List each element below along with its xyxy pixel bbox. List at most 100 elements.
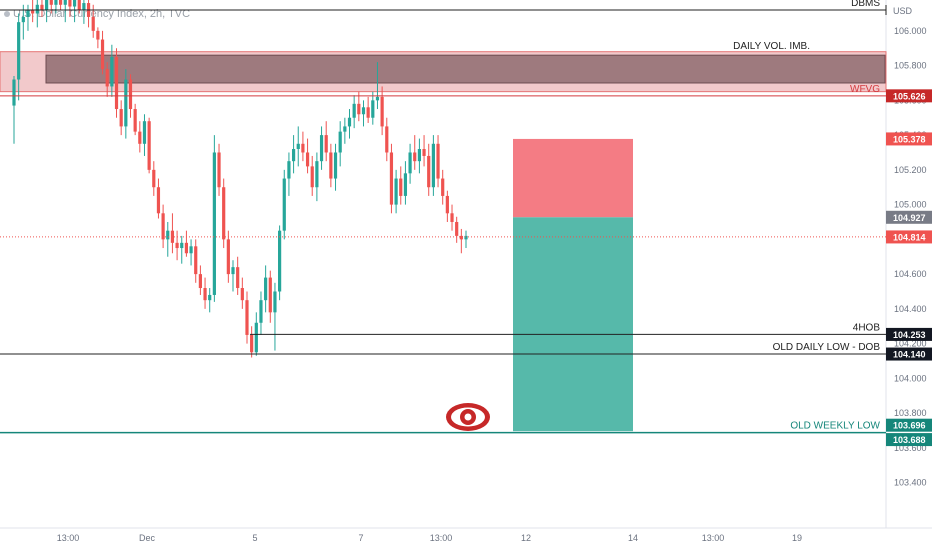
price-tick-label: 103.800: [894, 408, 927, 418]
candle-body: [166, 230, 170, 240]
candle-body: [371, 100, 375, 118]
time-tick-label: Dec: [139, 533, 156, 543]
candle-body: [212, 152, 216, 295]
candle-body: [17, 22, 21, 80]
candle-body: [142, 121, 147, 144]
candle-body: [417, 149, 422, 162]
candle-body: [194, 246, 198, 275]
price-tick-label: 104.000: [894, 373, 927, 383]
candle-body: [203, 288, 207, 301]
candle-body: [236, 267, 240, 289]
price-tag-text: 104.140: [893, 350, 926, 360]
price-tag: [886, 418, 932, 432]
candle-body: [189, 246, 193, 254]
candle-body: [45, 0, 49, 11]
price-tick-label: 104.200: [894, 339, 927, 349]
candle-body: [380, 96, 384, 127]
level-label: WFVG: [850, 84, 880, 95]
candle-body: [133, 109, 137, 132]
candle-body: [338, 131, 342, 153]
candle-body: [413, 152, 417, 162]
candle-body: [273, 291, 277, 313]
candle-body: [310, 166, 314, 188]
candle-body: [268, 277, 272, 313]
candle-body: [54, 0, 58, 5]
price-tag: [886, 132, 932, 146]
price-tag-text: 103.696: [893, 421, 926, 431]
candle-body: [319, 135, 324, 162]
currency-label: USD: [893, 6, 913, 16]
price-tag-text: 103.688: [893, 435, 926, 445]
chart-title: U.S. Dollar Currency Index, 2h, TVC: [4, 8, 190, 20]
candle-body: [347, 117, 352, 127]
candle-body: [422, 149, 426, 156]
price-tag-text: 105.626: [893, 91, 926, 101]
candle-body: [278, 230, 282, 292]
price-tick-label: 105.800: [894, 61, 927, 71]
stop-loss-zone: [513, 138, 633, 218]
candle-body: [147, 121, 151, 170]
candle-body: [282, 178, 286, 231]
candle-body: [119, 109, 123, 127]
candle-body: [124, 79, 128, 127]
candle-body: [72, 0, 77, 7]
time-tick-label: 7: [358, 533, 363, 543]
candle-body: [427, 155, 431, 188]
price-tick-label: 106.000: [894, 26, 927, 36]
candle-body: [259, 300, 263, 323]
price-tag-text: 104.927: [893, 213, 926, 223]
candle-body: [231, 267, 235, 275]
level-label: 4HOB: [853, 322, 881, 333]
symbol-dot: [4, 11, 10, 17]
candle-body: [138, 131, 142, 144]
candle-body: [82, 3, 86, 10]
chart-title-text: U.S. Dollar Currency Index, 2h, TVC: [13, 8, 191, 20]
candle-body: [305, 152, 310, 167]
candle-body: [352, 103, 356, 118]
candles-layer: [12, 0, 468, 358]
candle-body: [291, 149, 296, 162]
candle-body: [12, 79, 16, 106]
candle-body: [450, 213, 454, 222]
price-tick-label: 103.400: [894, 478, 927, 488]
price-tag: [886, 89, 932, 103]
take-profit-zone: [513, 217, 633, 432]
candle-body: [459, 235, 463, 240]
candle-body: [441, 178, 445, 196]
candle-body: [110, 56, 114, 87]
price-tick-label: 103.600: [894, 443, 927, 453]
time-axis[interactable]: 13:00 Dec 5 7 13:00 12 14 13:00 19: [57, 533, 802, 543]
candle-body: [408, 152, 412, 174]
candle-body: [455, 221, 459, 236]
candle-body: [91, 16, 95, 31]
price-tick-label: 104.600: [894, 269, 927, 279]
position-tool[interactable]: [513, 138, 633, 432]
candle-body: [105, 69, 109, 87]
candle-body: [296, 143, 300, 150]
candle-body: [431, 143, 435, 188]
candle-body: [464, 235, 468, 240]
candle-body: [35, 4, 39, 14]
candle-body: [343, 126, 347, 132]
eye-icon: [446, 403, 490, 431]
candle-body: [184, 242, 189, 254]
candle-body: [226, 239, 230, 275]
zones-layer: DAILY VOL. IMB.: [0, 41, 887, 93]
candle-body: [357, 103, 361, 115]
price-axis[interactable]: USD106.000105.800105.600105.400105.20010…: [886, 6, 932, 488]
price-tag: [886, 210, 932, 224]
candle-body: [217, 152, 221, 188]
daily-volume-imbalance-label: DAILY VOL. IMB.: [733, 41, 810, 52]
price-tag-text: 104.253: [893, 330, 926, 340]
candle-body: [58, 0, 63, 5]
candle-body: [361, 107, 366, 115]
candle-body: [49, 0, 53, 5]
level-label: DBMS: [851, 0, 880, 9]
candle-body: [287, 161, 291, 179]
candle-body: [156, 187, 161, 214]
candle-body: [208, 294, 212, 301]
candle-body: [100, 39, 105, 70]
candle-body: [366, 107, 370, 118]
price-tag-text: 104.814: [893, 232, 926, 242]
